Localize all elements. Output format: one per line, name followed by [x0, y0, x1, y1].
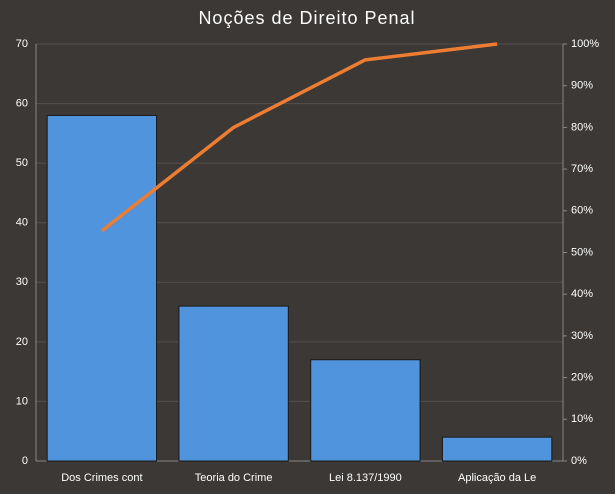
y2-tick-label: 20% — [571, 372, 593, 384]
y-tick-label: 10 — [16, 395, 28, 407]
chart-title: Noções de Direito Penal — [198, 8, 415, 28]
y2-tick-label: 10% — [571, 413, 593, 425]
bar — [441, 436, 553, 462]
y2-tick-label: 60% — [571, 205, 593, 217]
y-tick-label: 60 — [16, 97, 28, 109]
x-tick-label: Dos Crimes cont — [61, 472, 142, 484]
line — [100, 42, 498, 233]
y2-tick-label: 90% — [571, 80, 593, 92]
bar — [46, 114, 158, 462]
x-tick-label: Aplicação da Le — [458, 472, 536, 484]
y2-tick-label: 30% — [571, 330, 593, 342]
y-tick-label: 20 — [16, 336, 28, 348]
x-tick-label: Teoria do Crime — [195, 472, 273, 484]
y-tick-label: 30 — [16, 276, 28, 288]
y2-tick-label: 100% — [571, 38, 599, 50]
y2-tick-label: 40% — [571, 288, 593, 300]
x-tick-label: Lei 8.137/1990 — [329, 472, 402, 484]
y2-tick-label: 80% — [571, 121, 593, 133]
bar — [178, 305, 289, 462]
y2-tick-label: 50% — [571, 246, 593, 258]
y-tick-label: 50 — [16, 157, 28, 169]
y-tick-label: 0 — [22, 455, 28, 467]
y-tick-label: 40 — [16, 217, 28, 229]
y-tick-label: 70 — [16, 38, 28, 50]
y2-tick-label: 70% — [571, 163, 593, 175]
bar — [310, 359, 421, 462]
y2-tick-label: 0% — [571, 455, 587, 467]
